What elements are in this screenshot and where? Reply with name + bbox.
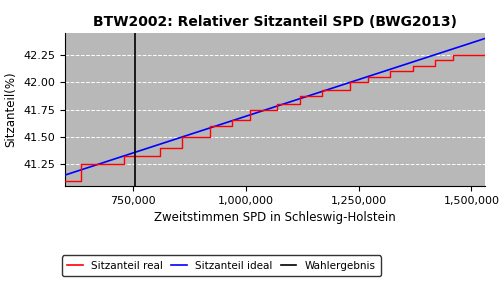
Sitzanteil real — [247, 118, 253, 122]
Sitzanteil real — [132, 155, 138, 158]
Sitzanteil real — [247, 108, 253, 111]
Sitzanteil real — [297, 102, 303, 106]
Sitzanteil real — [364, 75, 370, 79]
Sitzanteil real — [98, 162, 104, 166]
Sitzanteil real — [229, 124, 235, 128]
Sitzanteil real — [410, 64, 416, 68]
Sitzanteil real — [206, 135, 212, 139]
Sitzanteil real — [157, 155, 163, 158]
Line: Sitzanteil real: Sitzanteil real — [65, 55, 485, 181]
Sitzanteil real — [120, 162, 126, 166]
Sitzanteil real — [180, 135, 186, 139]
Sitzanteil real — [274, 102, 280, 106]
Sitzanteil real — [62, 179, 68, 182]
Sitzanteil real — [157, 146, 163, 149]
Sitzanteil real — [297, 94, 303, 98]
Legend: Sitzanteil real, Sitzanteil ideal, Wahlergebnis: Sitzanteil real, Sitzanteil ideal, Wahle… — [62, 256, 381, 276]
Sitzanteil real — [98, 162, 104, 166]
Sitzanteil real — [320, 88, 326, 92]
Sitzanteil real — [410, 69, 416, 73]
Sitzanteil real — [78, 162, 84, 166]
Sitzanteil real — [482, 53, 488, 57]
Sitzanteil real — [464, 53, 470, 57]
X-axis label: Zweitstimmen SPD in Schleswig-Holstein: Zweitstimmen SPD in Schleswig-Holstein — [154, 211, 396, 224]
Sitzanteil real — [450, 53, 456, 57]
Sitzanteil real — [132, 155, 138, 158]
Y-axis label: Sitzanteil(%): Sitzanteil(%) — [4, 72, 18, 147]
Title: BTW2002: Relativer Sitzanteil SPD (BWG2013): BTW2002: Relativer Sitzanteil SPD (BWG20… — [93, 15, 457, 29]
Sitzanteil real — [432, 58, 438, 62]
Sitzanteil real — [120, 155, 126, 158]
Sitzanteil real — [450, 58, 456, 62]
Sitzanteil real — [387, 69, 393, 73]
Sitzanteil real — [229, 118, 235, 122]
Sitzanteil real — [464, 53, 470, 57]
Sitzanteil real — [387, 75, 393, 79]
Sitzanteil real — [206, 124, 212, 128]
Sitzanteil real — [346, 80, 352, 84]
Sitzanteil real — [346, 88, 352, 92]
Sitzanteil real — [432, 64, 438, 68]
Sitzanteil real — [364, 80, 370, 84]
Sitzanteil real — [274, 108, 280, 111]
Sitzanteil real — [180, 146, 186, 149]
Sitzanteil real — [78, 179, 84, 182]
Sitzanteil real — [320, 94, 326, 98]
